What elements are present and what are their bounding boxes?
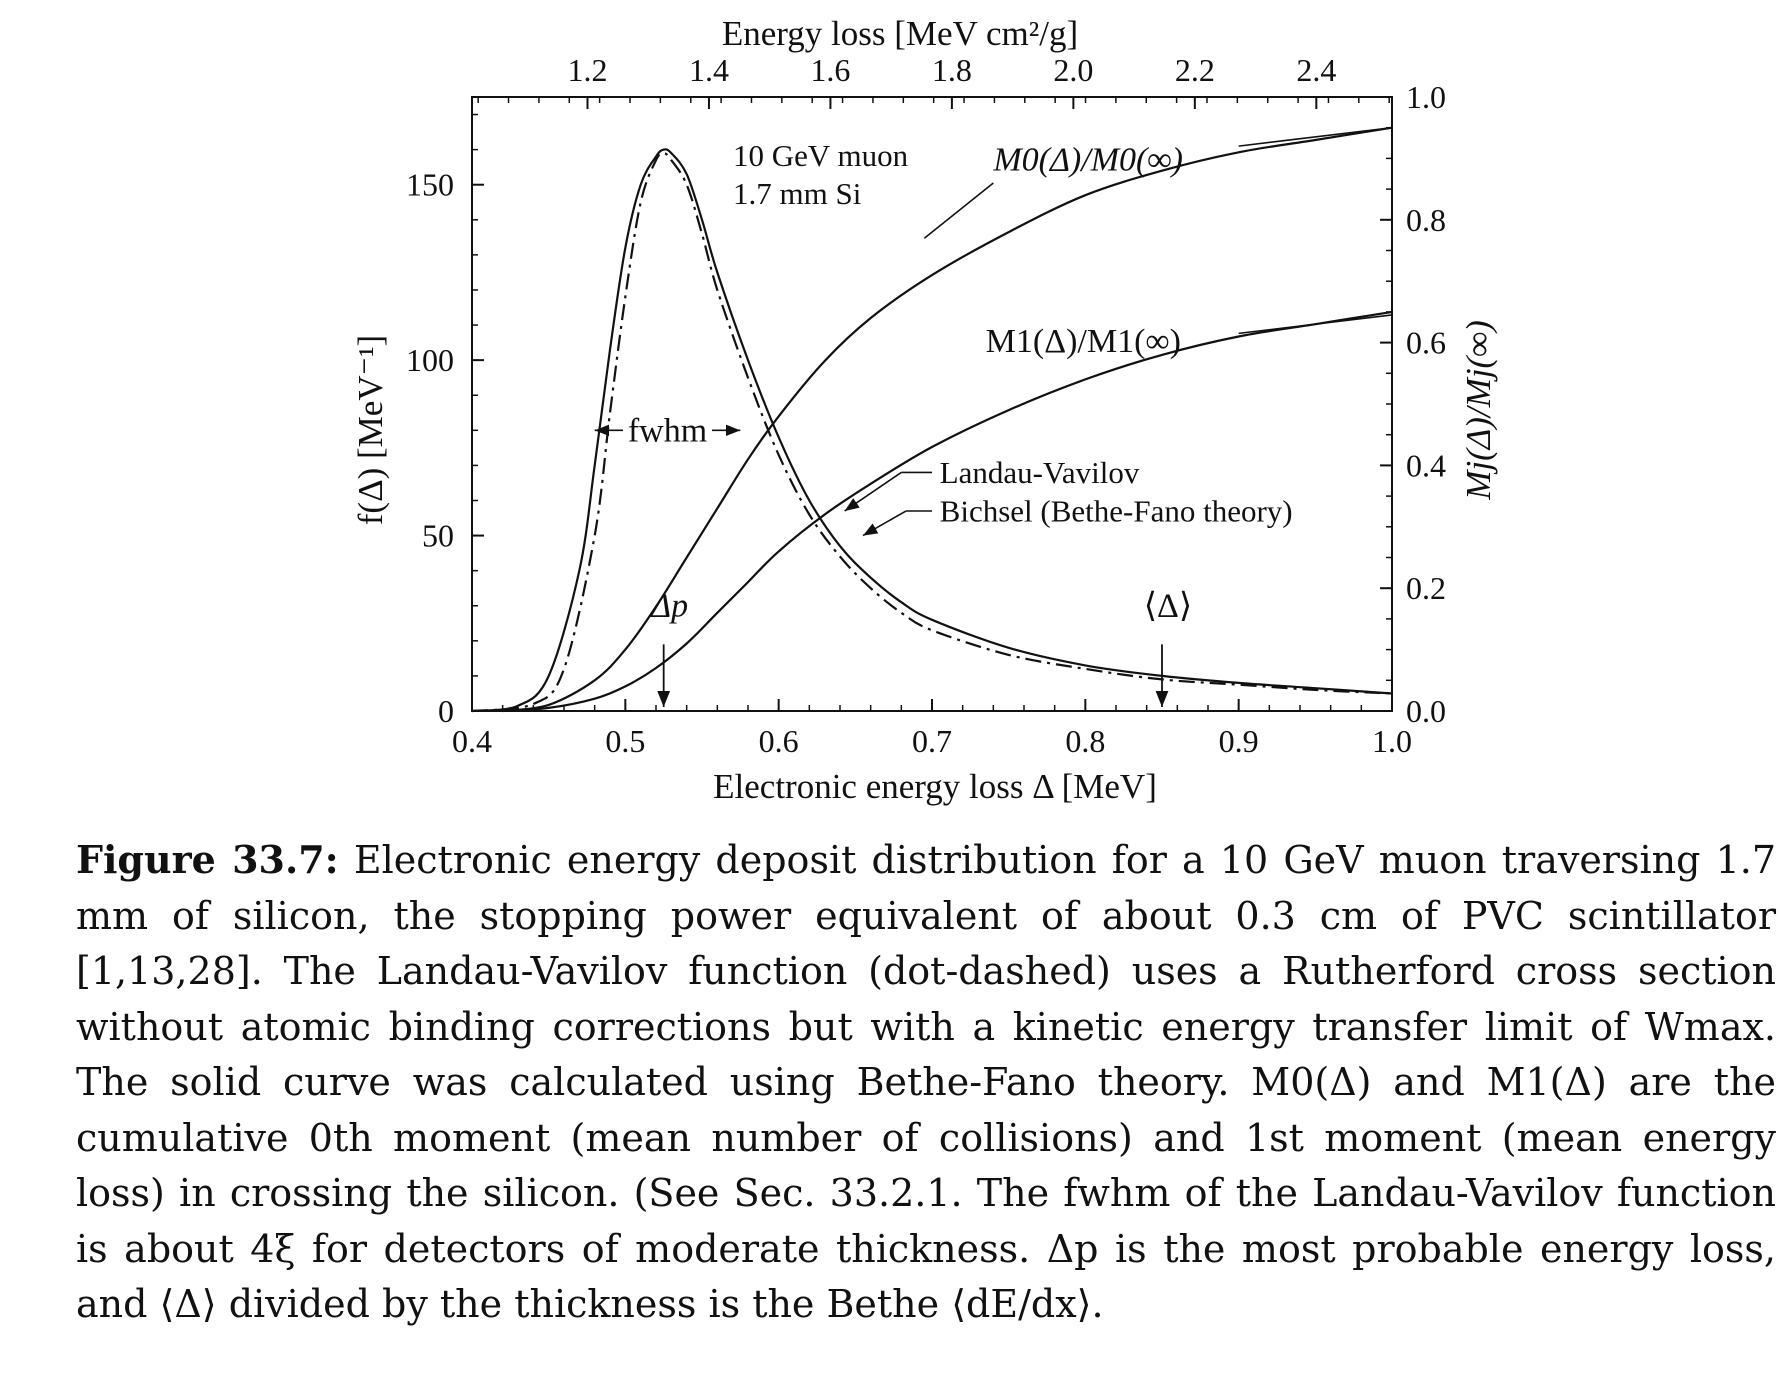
y-axis-title: f(Δ) [MeV⁻¹] [351,335,390,525]
top-tick-label-3: 1.8 [932,52,972,88]
right-axis-title: Mj(Δ)/Mj(∞) [1459,320,1498,501]
mean-delta-label: ⟨Δ⟩ [1144,587,1192,624]
m0-label-leader-left [923,182,994,239]
x-axis-title: Electronic energy loss Δ [MeV] [713,767,1157,806]
right-tick-label-5: 1.0 [1406,79,1446,115]
landau-vavilov-label: Landau-Vavilov [940,455,1140,490]
landau-vavilov-leader [844,471,902,512]
top-tick-label-5: 2.2 [1175,52,1215,88]
top-tick-label-0: 1.2 [567,52,607,88]
landau-vavilov-curve [471,151,1393,713]
delta-p-label: Δp [649,587,688,624]
figure-caption: Figure 33.7: Electronic energy deposit d… [76,832,1776,1333]
energy-loss-chart: 0.4 0.5 0.6 0.7 0.8 0.9 1.0 1.2 1.4 1.6 1.8 2.0 2.2 2… [351,14,1498,806]
x-tick-label-6: 1.0 [1372,723,1412,759]
fwhm-label: fwhm [628,412,707,449]
caption-text: Electronic energy deposit distribution f… [76,838,1776,1326]
x-tick-label-1: 0.5 [605,723,645,759]
caption-label: Figure 33.7: [76,837,339,882]
y-tick-label-2: 100 [406,342,454,378]
m0-label: M0(Δ)/M0(∞) [992,142,1183,179]
x-tick-label-2: 0.6 [759,723,799,759]
y-tick-label-0: 0 [438,693,454,729]
right-tick-label-2: 0.4 [1406,447,1446,483]
m0-ratio-curve [502,126,1393,713]
x-tick-label-5: 0.9 [1219,723,1259,759]
top-tick-label-2: 1.6 [810,52,850,88]
annotation-line-2: 1.7 mm Si [733,176,862,211]
top-axis-title: Energy loss [MeV cm²/g] [722,14,1078,53]
right-tick-label-0: 0.0 [1406,693,1446,729]
top-tick-label-1: 1.4 [689,52,729,88]
top-tick-label-4: 2.0 [1053,52,1093,88]
m0-label-leader [1238,126,1393,147]
y-tick-label-3: 150 [406,167,454,203]
x-tick-label-3: 0.7 [912,723,952,759]
bichsel-label: Bichsel (Bethe-Fano theory) [940,494,1293,529]
right-tick-label-1: 0.2 [1406,570,1446,606]
top-tick-label-6: 2.4 [1296,52,1336,88]
m1-label-leader [1238,314,1393,335]
x-tick-label-0: 0.4 [452,723,492,759]
right-tick-label-4: 0.8 [1406,202,1446,238]
annotation-line-1: 10 GeV muon [733,138,909,173]
m1-ratio-curve [502,310,1393,713]
m1-label: M1(Δ)/M1(∞) [986,323,1181,360]
x-tick-label-4: 0.8 [1065,723,1105,759]
bichsel-leader [862,510,907,537]
bichsel-curve [471,148,1393,713]
y-tick-label-1: 50 [422,518,454,554]
right-tick-label-3: 0.6 [1406,325,1446,361]
